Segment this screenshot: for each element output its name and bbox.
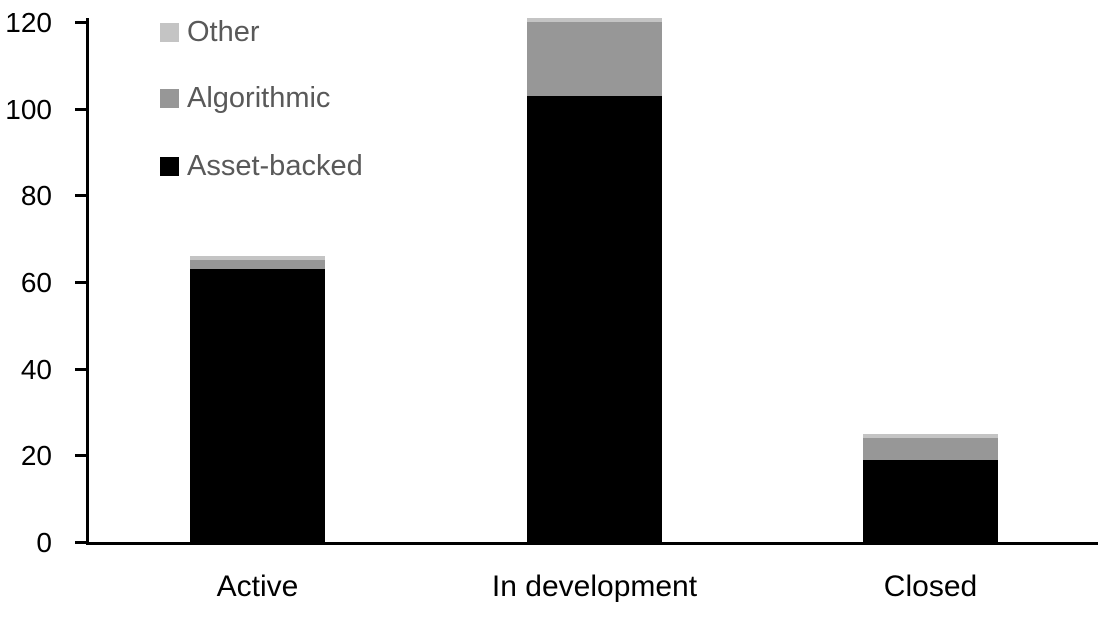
y-tick-label: 40 [20, 353, 52, 385]
y-tick-label: 0 [36, 527, 52, 558]
y-tick-mark [75, 281, 86, 284]
legend-swatch-icon [160, 22, 179, 42]
y-tick-mark [75, 107, 86, 111]
legend-label: Other [187, 15, 260, 48]
y-tick-label: 120 [5, 7, 52, 38]
y-tick-label: 60 [20, 267, 52, 298]
legend-label: Asset-backed [187, 149, 363, 182]
bar-segment-algorithmic-active [190, 260, 325, 269]
y-tick-mark [75, 454, 86, 458]
x-axis-line [86, 542, 1098, 545]
bar-segment-algorithmic-in-development [527, 22, 662, 96]
y-tick-mark [75, 21, 86, 24]
bar-segment-other-in-development [527, 17, 662, 22]
legend-swatch-icon [160, 156, 179, 176]
y-tick-label: 20 [20, 440, 52, 472]
y-tick-label: 80 [20, 180, 52, 212]
bar-segment-algorithmic-closed [863, 438, 998, 460]
y-tick-mark [75, 367, 86, 371]
legend-item-other: Other [160, 17, 260, 46]
x-axis-label-closed: Closed [883, 570, 978, 603]
y-tick-mark [75, 541, 86, 544]
bar-segment-other-active [190, 256, 325, 261]
legend-item-algorithmic: Algorithmic [160, 83, 330, 112]
bar-segment-asset-backed-active [190, 269, 325, 542]
bar-segment-other-closed [863, 433, 998, 438]
y-tick-mark [75, 194, 86, 198]
y-tick-label: 100 [5, 93, 52, 125]
legend-item-asset-backed: Asset-backed [160, 151, 363, 180]
bar-segment-asset-backed-closed [863, 459, 998, 542]
x-axis-label-active: Active [216, 570, 299, 603]
bar-segment-asset-backed-in-development [527, 95, 662, 542]
legend-swatch-icon [160, 88, 179, 108]
legend-label: Algorithmic [187, 81, 331, 114]
x-axis-label-in-development: In development [491, 570, 698, 603]
y-axis-line [86, 18, 89, 545]
